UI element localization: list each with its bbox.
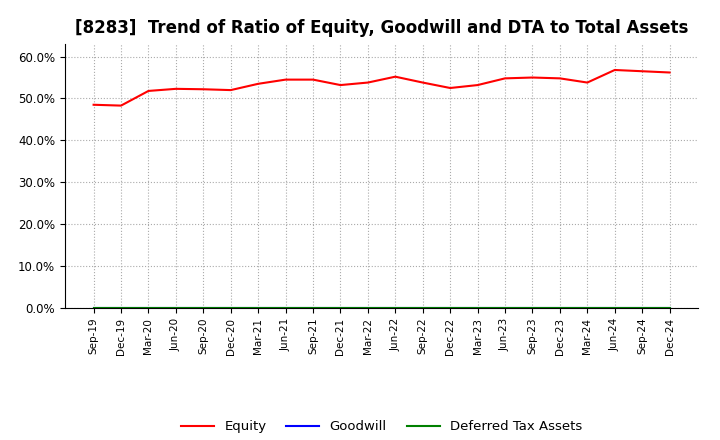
Deferred Tax Assets xyxy=(144,305,153,311)
Goodwill xyxy=(199,305,207,311)
Goodwill xyxy=(144,305,153,311)
Goodwill xyxy=(638,305,647,311)
Title: [8283]  Trend of Ratio of Equity, Goodwill and DTA to Total Assets: [8283] Trend of Ratio of Equity, Goodwil… xyxy=(75,19,688,37)
Equity xyxy=(364,80,372,85)
Equity xyxy=(611,67,619,73)
Equity xyxy=(638,69,647,74)
Deferred Tax Assets xyxy=(199,305,207,311)
Goodwill xyxy=(171,305,180,311)
Equity xyxy=(171,86,180,92)
Goodwill xyxy=(500,305,509,311)
Equity xyxy=(336,82,345,88)
Deferred Tax Assets xyxy=(171,305,180,311)
Equity xyxy=(418,80,427,85)
Equity xyxy=(254,81,263,86)
Deferred Tax Assets xyxy=(254,305,263,311)
Deferred Tax Assets xyxy=(336,305,345,311)
Deferred Tax Assets xyxy=(282,305,290,311)
Deferred Tax Assets xyxy=(556,305,564,311)
Equity xyxy=(473,82,482,88)
Deferred Tax Assets xyxy=(226,305,235,311)
Goodwill xyxy=(528,305,537,311)
Goodwill xyxy=(89,305,98,311)
Goodwill xyxy=(473,305,482,311)
Goodwill xyxy=(309,305,318,311)
Goodwill xyxy=(418,305,427,311)
Equity xyxy=(556,76,564,81)
Goodwill xyxy=(611,305,619,311)
Deferred Tax Assets xyxy=(528,305,537,311)
Goodwill xyxy=(336,305,345,311)
Goodwill xyxy=(446,305,454,311)
Deferred Tax Assets xyxy=(418,305,427,311)
Equity xyxy=(528,75,537,80)
Deferred Tax Assets xyxy=(500,305,509,311)
Goodwill xyxy=(117,305,125,311)
Goodwill xyxy=(391,305,400,311)
Goodwill xyxy=(282,305,290,311)
Line: Equity: Equity xyxy=(94,70,670,106)
Equity xyxy=(665,70,674,75)
Deferred Tax Assets xyxy=(89,305,98,311)
Equity xyxy=(144,88,153,94)
Goodwill xyxy=(583,305,592,311)
Equity xyxy=(117,103,125,108)
Deferred Tax Assets xyxy=(446,305,454,311)
Goodwill xyxy=(665,305,674,311)
Deferred Tax Assets xyxy=(391,305,400,311)
Deferred Tax Assets xyxy=(364,305,372,311)
Deferred Tax Assets xyxy=(473,305,482,311)
Goodwill xyxy=(226,305,235,311)
Equity xyxy=(226,88,235,93)
Legend: Equity, Goodwill, Deferred Tax Assets: Equity, Goodwill, Deferred Tax Assets xyxy=(176,415,588,439)
Equity xyxy=(89,102,98,107)
Deferred Tax Assets xyxy=(665,305,674,311)
Deferred Tax Assets xyxy=(611,305,619,311)
Equity xyxy=(500,76,509,81)
Goodwill xyxy=(556,305,564,311)
Equity xyxy=(282,77,290,82)
Deferred Tax Assets xyxy=(583,305,592,311)
Equity xyxy=(199,87,207,92)
Goodwill xyxy=(254,305,263,311)
Equity xyxy=(446,85,454,91)
Equity xyxy=(583,80,592,85)
Deferred Tax Assets xyxy=(309,305,318,311)
Equity xyxy=(391,74,400,79)
Equity xyxy=(309,77,318,82)
Goodwill xyxy=(364,305,372,311)
Deferred Tax Assets xyxy=(638,305,647,311)
Deferred Tax Assets xyxy=(117,305,125,311)
